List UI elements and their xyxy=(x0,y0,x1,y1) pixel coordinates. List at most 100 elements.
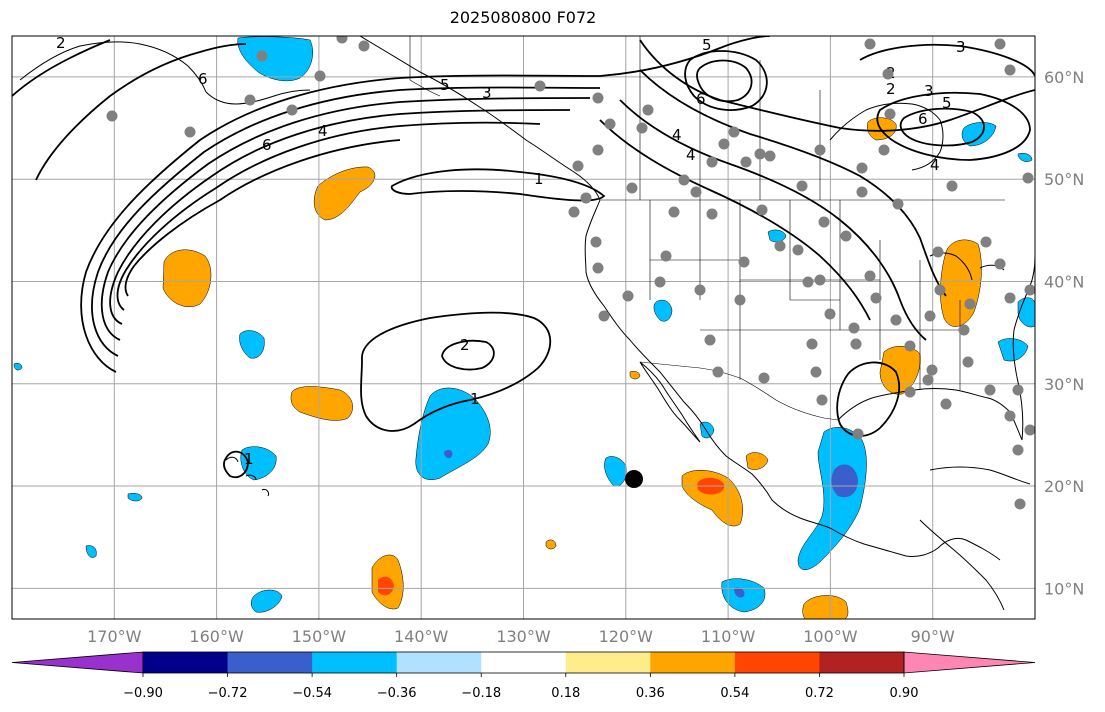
contour-label: 4 xyxy=(672,126,682,144)
station-marker xyxy=(1004,64,1016,76)
station-marker xyxy=(796,180,808,192)
station-marker xyxy=(946,180,958,192)
station-marker xyxy=(660,250,672,262)
station-marker xyxy=(1004,410,1016,422)
station-marker xyxy=(244,94,256,106)
station-marker xyxy=(890,314,902,326)
station-marker xyxy=(1024,284,1035,296)
contour-hawaii xyxy=(223,450,249,479)
station-marker xyxy=(740,156,752,168)
station-marker xyxy=(568,206,580,218)
contour-label: 1 xyxy=(470,390,480,408)
colorbar-outline xyxy=(142,651,905,674)
negative-patch-southwest xyxy=(653,299,673,322)
contour-gulf xyxy=(836,361,900,437)
colorbar-segment xyxy=(819,652,905,673)
colorbar-label: −0.18 xyxy=(461,686,501,701)
station-marker xyxy=(870,292,882,304)
station-marker xyxy=(802,276,814,288)
negative-patch-small-2 xyxy=(85,545,97,558)
longitude-tick-label: 150°W xyxy=(292,627,347,646)
station-marker xyxy=(994,38,1006,50)
positive-patch-southeast xyxy=(879,346,921,395)
station-marker xyxy=(962,356,974,368)
political-borders xyxy=(409,36,1005,421)
station-marker xyxy=(810,366,822,378)
station-marker xyxy=(806,338,818,350)
station-marker xyxy=(904,340,916,352)
station-marker xyxy=(728,126,740,138)
station-marker xyxy=(592,92,604,104)
station-marker xyxy=(590,236,602,248)
latitude-tick-label: 40°N xyxy=(1044,272,1084,291)
station-marker xyxy=(980,236,992,248)
positive-patch-central-pacific xyxy=(290,386,353,421)
station-marker xyxy=(940,398,952,410)
colorbar-label: 0.72 xyxy=(805,686,834,701)
station-marker xyxy=(774,240,786,252)
map-title: 2025080800 F072 xyxy=(449,8,597,27)
station-marker xyxy=(336,36,348,44)
negative-patch-midwest xyxy=(767,229,787,243)
station-marker xyxy=(814,274,826,286)
colorbar-label: −0.90 xyxy=(123,686,163,701)
station-marker xyxy=(864,270,876,282)
station-marker xyxy=(934,284,946,296)
contour-label: 6 xyxy=(198,70,208,88)
station-marker xyxy=(1022,172,1034,184)
contour-label: 4 xyxy=(686,146,696,164)
contour-label: 5 xyxy=(702,36,712,54)
station-marker xyxy=(840,230,852,242)
positive-patch-southern-mexico xyxy=(802,595,849,619)
station-marker xyxy=(572,160,584,172)
colorbar-segment xyxy=(396,652,482,673)
station-marker xyxy=(852,428,864,440)
station-marker xyxy=(848,322,860,334)
contour-label: 4 xyxy=(930,156,940,174)
target-point-marker xyxy=(625,470,643,488)
positive-patch-mexico xyxy=(681,470,743,527)
longitude-tick-label: 130°W xyxy=(496,627,551,646)
station-marker xyxy=(668,206,680,218)
station-marker xyxy=(856,186,868,198)
negative-patch-hudson xyxy=(961,122,997,147)
station-marker xyxy=(256,50,268,62)
contour-ring-5 xyxy=(116,121,541,311)
positive-patch-small-3 xyxy=(629,370,641,380)
station-marker xyxy=(964,298,976,310)
station-marker xyxy=(718,138,730,150)
station-marker xyxy=(636,122,648,134)
station-marker xyxy=(1004,292,1016,304)
station-marker xyxy=(694,284,706,296)
colorbar-label: 0.18 xyxy=(551,686,580,701)
station-marker xyxy=(792,244,804,256)
contour-canada-3 xyxy=(619,99,927,341)
contour-label: 3 xyxy=(924,82,934,100)
station-marker xyxy=(106,110,118,122)
station-marker xyxy=(994,258,1006,270)
station-marker xyxy=(864,38,876,50)
contour-northwest xyxy=(12,39,111,97)
longitude-tick-label: 110°W xyxy=(701,627,756,646)
station-marker xyxy=(850,338,862,350)
negative-patch-hawaii xyxy=(240,446,277,481)
negative-patch-baja xyxy=(604,456,627,487)
contour-ring-1 xyxy=(80,36,771,373)
station-marker xyxy=(592,144,604,156)
contour-label: 5 xyxy=(440,76,450,94)
contour-label: 4 xyxy=(318,122,328,140)
colorbar-segment xyxy=(481,652,567,673)
latitude-labels: 10°N 20°N 30°N 40°N 50°N 60°N xyxy=(1044,68,1084,598)
station-marker xyxy=(816,394,828,406)
map-frame xyxy=(11,35,1036,620)
station-marker xyxy=(706,156,718,168)
station-marker xyxy=(878,144,890,156)
latitude-tick-label: 30°N xyxy=(1044,375,1084,394)
colorbar-segment xyxy=(143,652,229,673)
alaska-coast xyxy=(359,36,601,201)
station-marker xyxy=(580,192,592,204)
station-marker xyxy=(690,186,702,198)
station-marker xyxy=(604,118,616,130)
station-marker xyxy=(184,126,196,138)
station-marker xyxy=(712,366,724,378)
